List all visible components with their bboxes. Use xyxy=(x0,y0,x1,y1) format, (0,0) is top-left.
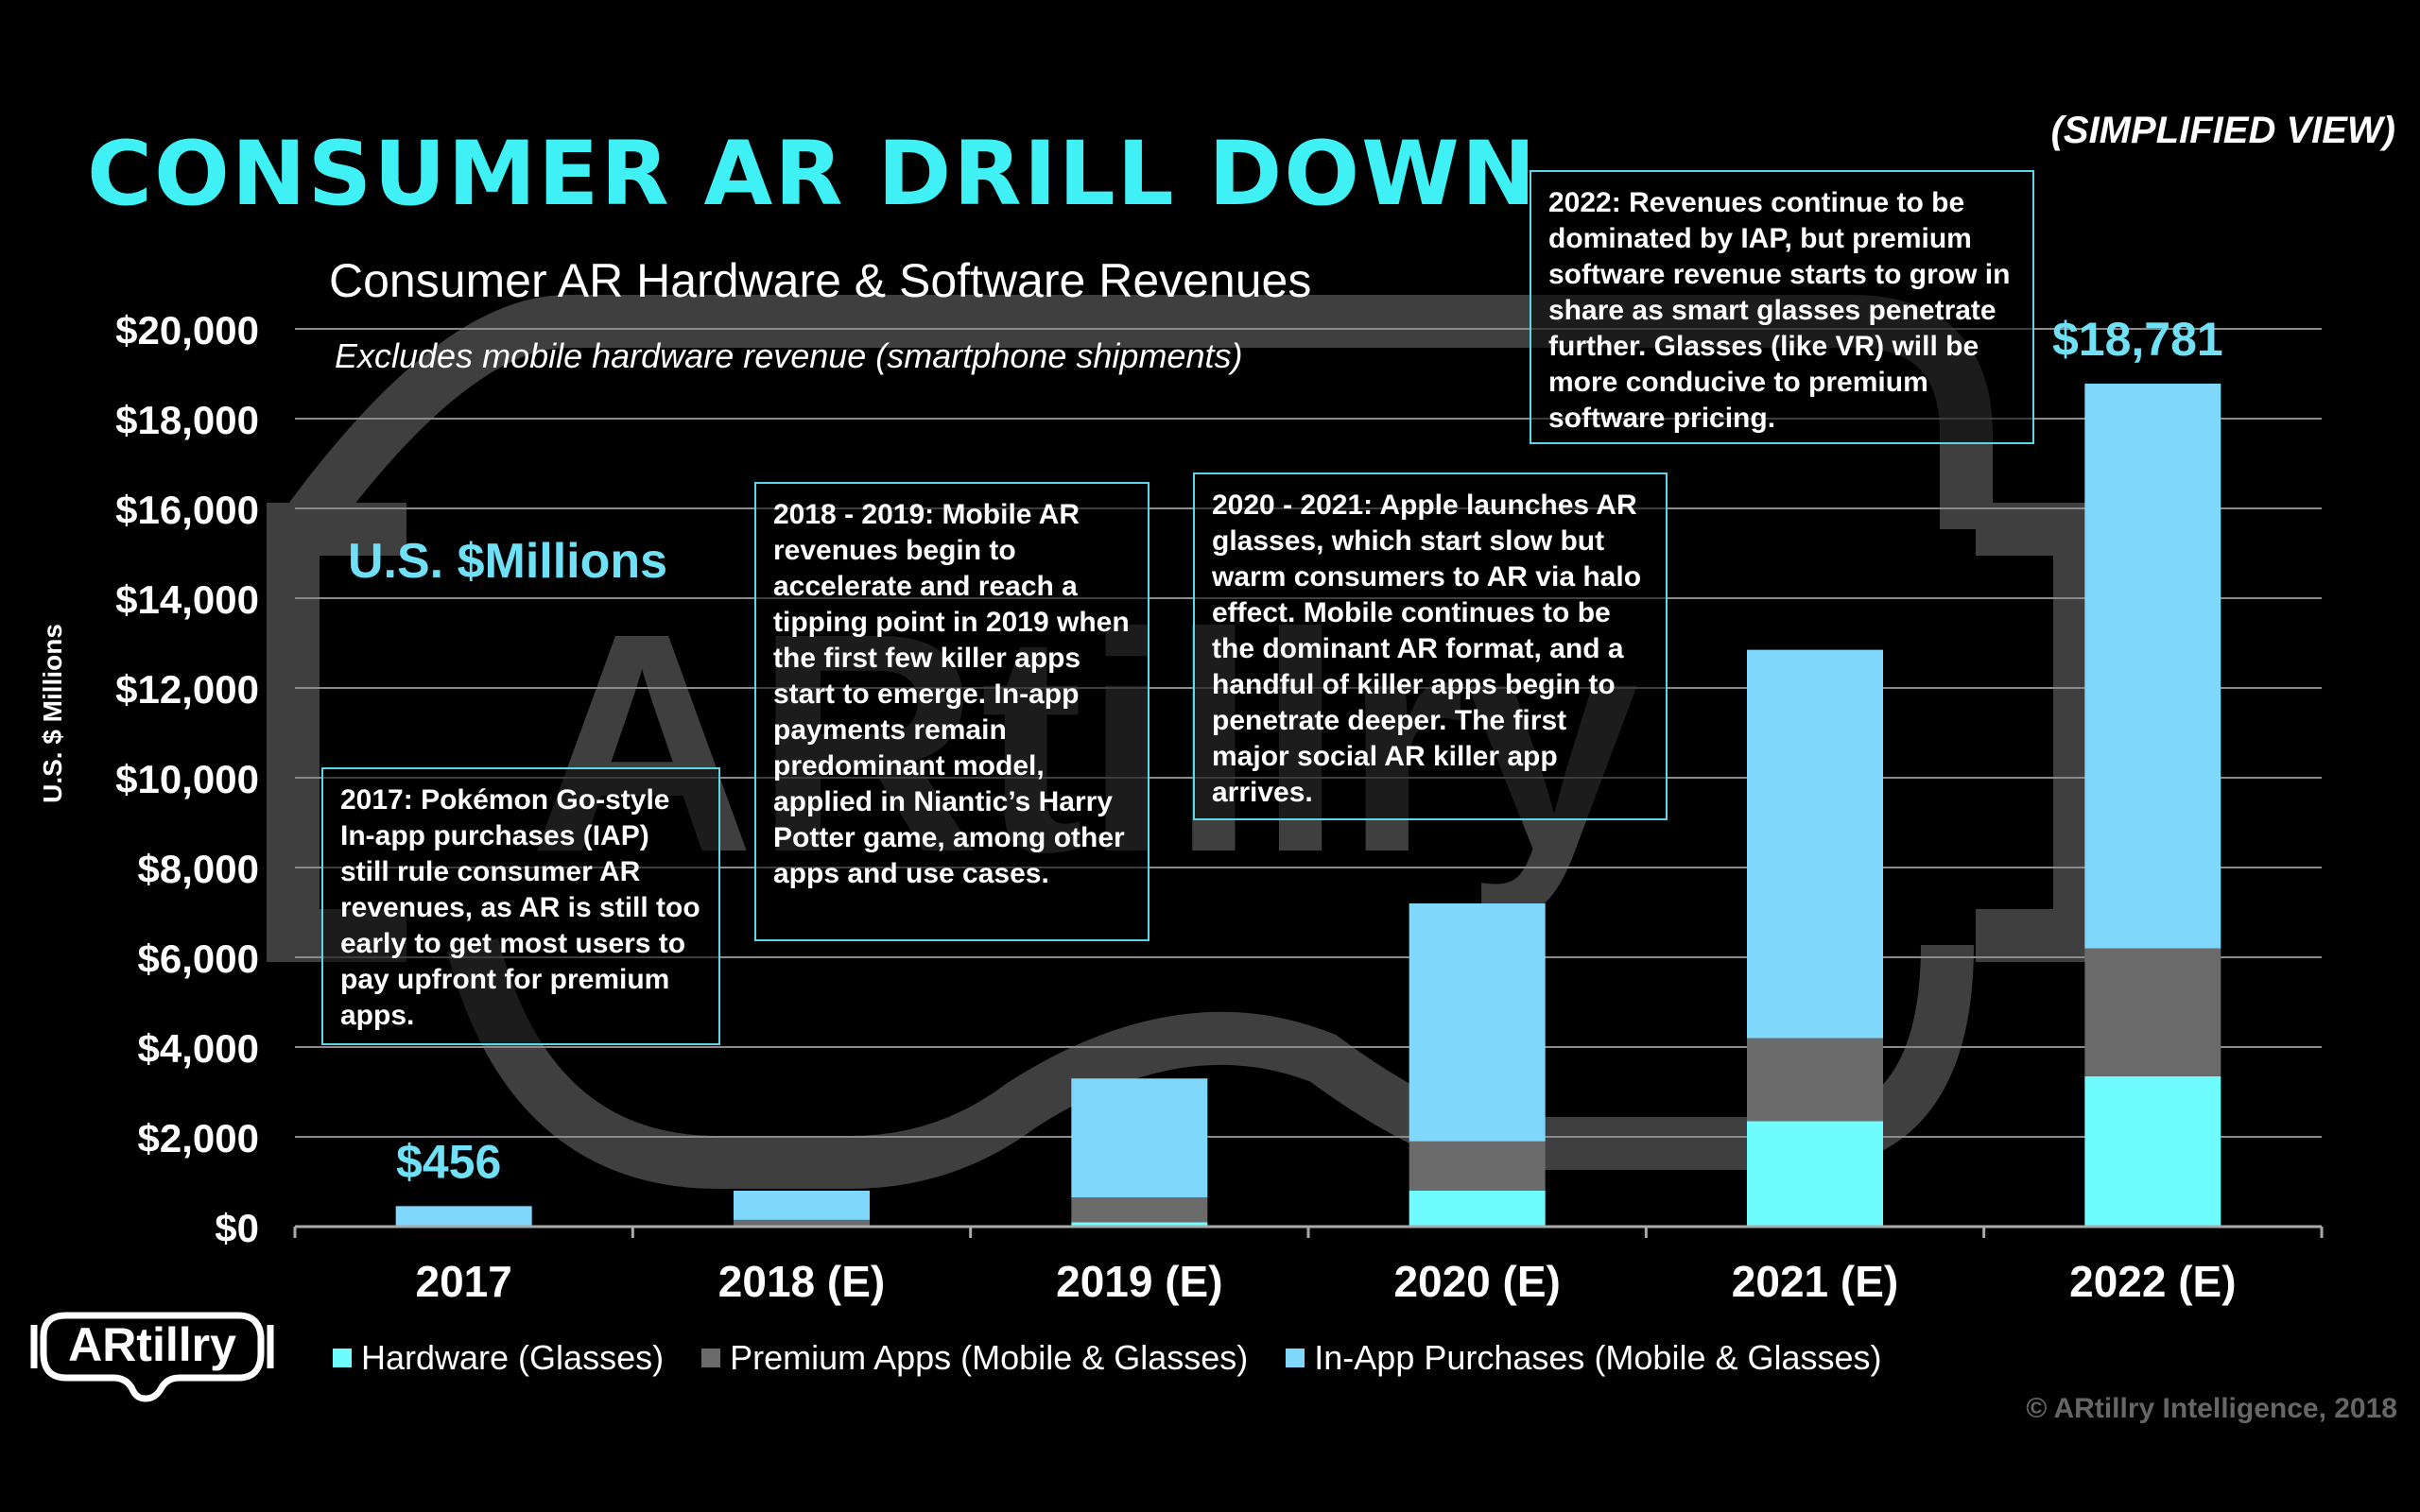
x-tick-label: 2020 (E) xyxy=(1393,1257,1560,1306)
units-label: U.S. $Millions xyxy=(348,534,668,589)
annotation-2017: 2017: Pokémon Go-style In-app purchases … xyxy=(321,767,720,1045)
data-label: $18,781 xyxy=(2052,313,2223,366)
chart-legend: Hardware (Glasses) Premium Apps (Mobile … xyxy=(333,1338,1920,1378)
page-title: CONSUMER AR DRILL DOWN xyxy=(87,123,1538,226)
logo-outline-icon xyxy=(30,1312,274,1402)
bar-segment xyxy=(1409,1141,1546,1191)
bar-segment xyxy=(2084,948,2221,1076)
y-tick-label: $0 xyxy=(215,1206,259,1250)
view-note: (SIMPLIFIED VIEW) xyxy=(2050,110,2395,151)
bar-segment xyxy=(395,1206,532,1226)
legend-label-iap: In-App Purchases (Mobile & Glasses) xyxy=(1314,1338,1882,1377)
bar-segment xyxy=(1071,1078,1208,1198)
bar-segment xyxy=(1409,1191,1546,1227)
y-tick-label: $20,000 xyxy=(115,308,259,352)
y-tick-label: $16,000 xyxy=(115,488,259,532)
x-tick-label: 2022 (E) xyxy=(2069,1257,2236,1306)
bar-segment xyxy=(1071,1222,1208,1227)
bar-segment xyxy=(1747,649,1883,1039)
legend-swatch-premium xyxy=(701,1349,721,1367)
legend-label-premium: Premium Apps (Mobile & Glasses) xyxy=(730,1338,1249,1377)
bar-segment xyxy=(734,1191,870,1220)
y-tick-label: $18,000 xyxy=(115,398,259,442)
x-tick-label: 2021 (E) xyxy=(1732,1257,1898,1306)
logo-text: ARtillry xyxy=(68,1318,236,1371)
y-tick-label: $6,000 xyxy=(138,936,259,981)
bar-segment xyxy=(1409,903,1546,1142)
legend-label-hardware: Hardware (Glasses) xyxy=(361,1338,665,1377)
legend-item-premium: Premium Apps (Mobile & Glasses) xyxy=(701,1338,1248,1378)
legend-swatch-hardware xyxy=(333,1349,352,1367)
x-tick-label: 2017 xyxy=(415,1257,511,1306)
legend-item-iap: In-App Purchases (Mobile & Glasses) xyxy=(1286,1338,1882,1378)
bar-segment xyxy=(1071,1197,1208,1223)
x-tick-label: 2019 (E) xyxy=(1056,1257,1222,1306)
bar-segment xyxy=(1747,1121,1883,1227)
y-tick-label: $12,000 xyxy=(115,667,259,712)
annotation-2020-2021: 2020 - 2021: Apple launches AR glasses, … xyxy=(1193,472,1668,820)
artillry-logo: ARtillry xyxy=(28,1287,276,1402)
legend-swatch-iap xyxy=(1286,1349,1305,1367)
y-tick-label: $2,000 xyxy=(138,1116,259,1160)
y-tick-label: $14,000 xyxy=(115,577,259,622)
bar-segment xyxy=(1747,1038,1883,1122)
copyright-text: © ARtillry Intelligence, 2018 xyxy=(2026,1393,2397,1424)
bar-segment xyxy=(2084,1075,2221,1227)
legend-item-hardware: Hardware (Glasses) xyxy=(333,1338,664,1378)
y-tick-label: $10,000 xyxy=(115,757,259,801)
x-tick-label: 2018 (E) xyxy=(718,1257,885,1306)
chart-title: Consumer AR Hardware & Software Revenues xyxy=(329,254,1312,307)
annotation-2022: 2022: Revenues continue to be dominated … xyxy=(1530,170,2034,444)
y-tick-label: $4,000 xyxy=(138,1026,259,1071)
y-tick-label: $8,000 xyxy=(138,847,259,891)
chart-subtitle: Excludes mobile hardware revenue (smartp… xyxy=(335,336,1243,375)
annotation-2018-2019: 2018 - 2019: Mobile AR revenues begin to… xyxy=(754,482,1150,941)
bar-segment xyxy=(734,1219,870,1227)
y-axis-title: U.S. $ Millions xyxy=(38,624,67,803)
data-label: $456 xyxy=(396,1135,501,1188)
bar-segment xyxy=(2084,383,2221,949)
